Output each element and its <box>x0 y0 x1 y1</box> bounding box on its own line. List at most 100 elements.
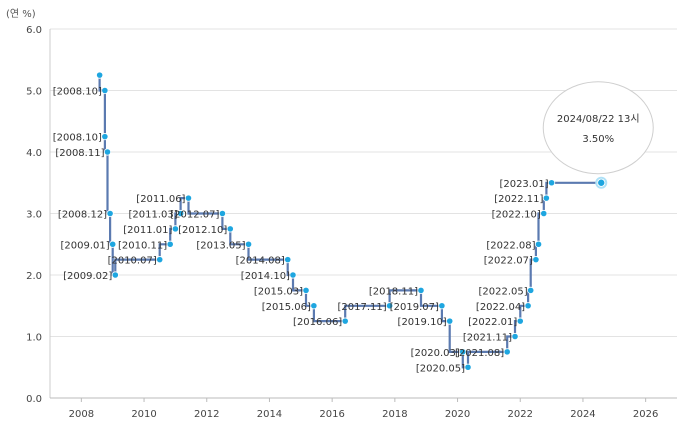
data-point-label: [2012.07] <box>170 210 219 221</box>
data-point-marker <box>542 194 550 202</box>
data-point-label: [2016.06] <box>293 317 342 328</box>
data-point-label: [2008.10] <box>53 133 102 144</box>
data-point-label: [2013.05] <box>196 240 245 251</box>
data-point-label: [2011.03] <box>128 210 177 221</box>
x-tick-label: 2018 <box>382 409 407 420</box>
data-point-marker <box>532 256 540 264</box>
x-tick-label: 2020 <box>445 409 470 420</box>
data-point-label: [2008.10] <box>53 87 102 98</box>
data-point-label: [2019.10] <box>398 317 447 328</box>
tooltip-date: 2024/08/22 13시 <box>557 113 640 125</box>
y-tick-label: 2.0 <box>26 271 42 282</box>
highlight-marker-halo <box>595 176 608 189</box>
rate-series <box>96 71 608 371</box>
data-point-marker <box>534 240 543 248</box>
data-point-marker <box>177 209 185 218</box>
data-point-label: [2014.08] <box>236 256 285 267</box>
data-point-marker <box>101 86 109 95</box>
x-tick-label: 2008 <box>69 409 94 420</box>
data-point-label: [2019.07] <box>390 302 439 313</box>
data-point-marker <box>101 133 109 141</box>
data-point-label: [2011.06] <box>136 194 185 205</box>
data-point-label: [2009.01] <box>61 240 110 251</box>
data-point-marker <box>106 209 114 218</box>
data-point-marker <box>511 332 519 341</box>
data-point-label: [2022.07] <box>484 256 533 267</box>
data-point-marker <box>459 348 467 356</box>
data-point-label: [2018.11] <box>369 286 418 297</box>
data-point-marker <box>386 302 394 310</box>
x-tick-label: 2016 <box>319 409 344 420</box>
data-point-marker <box>446 317 454 325</box>
data-point-marker <box>464 363 472 371</box>
data-point-marker <box>547 179 556 187</box>
y-unit-label: (연 %) <box>6 8 36 20</box>
data-point-marker <box>310 302 318 310</box>
y-tick-label: 5.0 <box>26 87 42 98</box>
axis-layer: 0.0 1.0 2.0 3.0 4.0 5.0 6.0 (연 %) 2008 2010 2012 20… <box>6 8 677 420</box>
y-tick-label: 0.0 <box>26 394 42 405</box>
data-point-label: [2022.10] <box>492 210 541 221</box>
data-point-label: [2015.03] <box>254 286 303 297</box>
data-point-marker <box>226 225 234 233</box>
data-point-marker <box>527 286 535 294</box>
data-point-label: [2020.05] <box>416 363 465 374</box>
data-point-marker <box>417 286 425 294</box>
data-point-label: [2021.08] <box>455 348 504 359</box>
data-point-marker <box>166 240 174 248</box>
data-point-label: [2017.11] <box>337 302 386 313</box>
data-point-marker <box>244 240 253 248</box>
data-point-label: [2008.12] <box>58 210 107 221</box>
grid-layer <box>50 28 677 399</box>
x-tick-label: 2012 <box>194 409 219 420</box>
data-point-label: [2011.01] <box>123 225 172 236</box>
data-point-label: [2022.11] <box>494 194 543 205</box>
data-point-marker <box>171 225 179 233</box>
data-point-label: [2022.01] <box>468 317 517 328</box>
y-tick-label: 4.0 <box>26 148 42 159</box>
data-point-marker <box>341 317 349 325</box>
data-point-marker <box>218 209 227 218</box>
data-point-marker <box>109 240 117 248</box>
y-tick-label: 1.0 <box>26 333 42 344</box>
data-point-marker <box>289 271 297 279</box>
tooltip: 2024/08/22 13시 3.50% <box>542 81 654 175</box>
data-point-label: [2008.11] <box>55 148 104 159</box>
data-point-label: [2022.08] <box>486 240 535 251</box>
data-point-marker <box>597 178 606 187</box>
data-point-marker <box>111 271 119 279</box>
data-point-marker <box>516 317 524 325</box>
data-point-label: [2022.05] <box>479 286 528 297</box>
y-tick-label: 6.0 <box>26 25 42 36</box>
x-tick-label: 2024 <box>570 409 595 420</box>
data-point-label: [2012.10] <box>178 225 227 236</box>
point-labels: [2008.10] [2008.10] [2008.11] [2008.12] [200… <box>53 87 549 375</box>
data-point-marker <box>284 256 292 264</box>
data-point-label: [2021.11] <box>463 333 512 344</box>
data-point-marker <box>540 209 548 218</box>
data-point-label: [2014.10] <box>241 271 290 282</box>
x-tick-label: 2022 <box>508 409 533 420</box>
data-point-label: [2023.01] <box>499 179 548 190</box>
data-point-label: [2015.06] <box>262 302 311 313</box>
rate-step-line <box>98 75 602 369</box>
data-point-label: [2010.07] <box>108 256 157 267</box>
data-point-marker <box>184 194 193 202</box>
data-point-label: [2020.03] <box>411 348 460 359</box>
data-point-label: [2009.02] <box>63 271 112 282</box>
data-point-marker <box>96 71 104 79</box>
data-point-label: [2022.04] <box>476 302 525 313</box>
tooltip-bubble <box>542 81 654 175</box>
data-point-label: [2010.11] <box>118 240 167 251</box>
x-tick-label: 2014 <box>257 409 282 420</box>
data-point-marker <box>302 286 310 294</box>
data-point-marker <box>524 302 532 310</box>
data-point-marker <box>438 302 446 310</box>
data-point-marker <box>503 348 511 356</box>
x-tick-label: 2010 <box>131 409 156 420</box>
data-point-marker <box>103 148 112 156</box>
data-point-marker <box>156 256 164 264</box>
tooltip-value: 3.50% <box>582 134 614 145</box>
